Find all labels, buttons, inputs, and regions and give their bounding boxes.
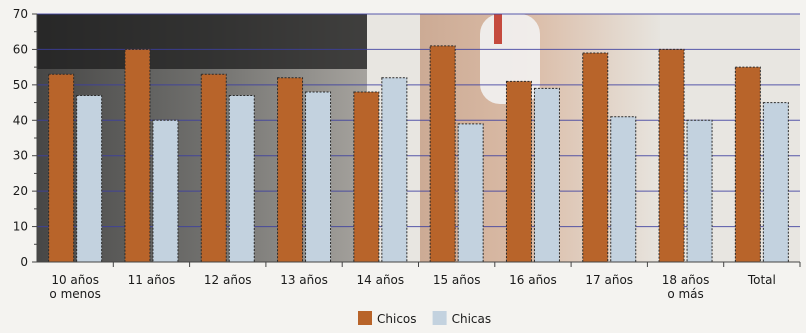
bar-chicos (353, 91, 380, 263)
x-category-label: 14 años (357, 273, 405, 287)
y-tick-label: 10 (13, 220, 28, 234)
bar-chicas (76, 94, 103, 263)
bar-chicas (457, 123, 484, 263)
legend-label-chicos: Chicos (377, 312, 417, 326)
x-category-label: 15 años (433, 273, 481, 287)
legend-label-chicas: Chicas (452, 312, 492, 326)
bar-chicos (734, 66, 761, 263)
y-tick-label: 70 (13, 7, 28, 21)
legend-swatch-chicas (432, 311, 447, 325)
bar-chicos (505, 80, 532, 263)
x-category-label: 10 años (51, 273, 99, 287)
y-tick-label: 0 (20, 255, 28, 269)
bar-chicas (686, 119, 713, 263)
bar-chicos (48, 73, 75, 263)
bar-chicos (200, 73, 227, 263)
bar-chicas (610, 116, 637, 263)
y-tick-label: 60 (13, 42, 28, 56)
bar-chicas (305, 91, 332, 263)
bar-chicas (533, 87, 560, 263)
bar-chicos (429, 45, 456, 263)
bar-chicos (582, 52, 609, 263)
bar-chicas (762, 102, 789, 263)
y-tick-labels: 0 10 20 30 40 50 60 70 (13, 7, 28, 269)
bar-chicas (152, 119, 179, 263)
axes (32, 13, 801, 267)
y-tick-label: 20 (13, 184, 28, 198)
y-tick-label: 50 (13, 78, 28, 92)
x-category-label: o menos (49, 287, 100, 301)
x-category-label: Total (747, 273, 776, 287)
legend-swatch-chicos (358, 311, 372, 325)
x-category-label: 12 años (204, 273, 252, 287)
x-category-label: 16 años (509, 273, 557, 287)
x-category-label: 18 años (662, 273, 710, 287)
background-photo (37, 14, 800, 262)
y-tick-label: 40 (13, 113, 28, 127)
x-category-label: o más (667, 287, 703, 301)
bar-chicos (277, 77, 304, 263)
y-tick-label: 30 (13, 149, 28, 163)
bar-chicas (228, 94, 255, 263)
x-category-label: 13 años (280, 273, 328, 287)
legend: Chicos Chicas (358, 311, 491, 326)
bar-chicos (658, 48, 685, 263)
bar-chicas (381, 77, 408, 263)
x-category-label: 11 años (128, 273, 176, 287)
x-category-label: 17 años (585, 273, 633, 287)
bar-chicos (124, 48, 151, 263)
